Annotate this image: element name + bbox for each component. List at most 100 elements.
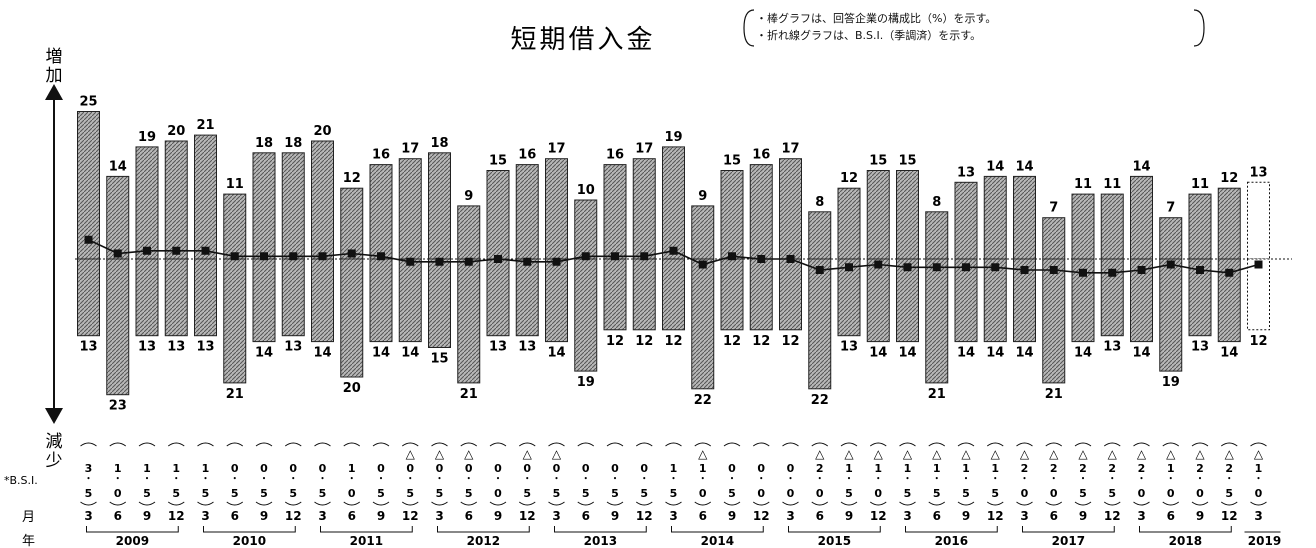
bar-decrease-label: 14 [986,346,1004,361]
bar-decrease [603,258,627,331]
bsi-dot: ・ [815,474,825,485]
year-label: 2011 [350,534,383,548]
bsi-dot: ・ [844,474,854,485]
bsi-decimal: 5 [1225,487,1233,500]
bsi-bracket-bottom [1103,501,1121,506]
bar-decrease-label: 12 [635,334,653,349]
bar-increase-label: 11 [1074,177,1092,192]
bar-decrease [281,258,305,337]
bsi-decimal: 5 [904,487,912,500]
bsi-integer: 1 [143,462,151,475]
bsi-integer: 1 [114,462,122,475]
month-label: 9 [845,509,853,523]
bsi-decimal: 0 [1167,487,1175,500]
bsi-dot: ・ [552,474,562,485]
bar-decrease-label: 14 [957,346,975,361]
bsi-dot: ・ [230,474,240,485]
bsi-bracket-bottom [840,501,858,506]
bsi-point [260,252,268,261]
bsi-dot: ・ [756,474,766,485]
y-top-label-char: 増 [46,47,63,67]
bsi-decimal: 5 [845,487,853,500]
bsi-bracket-top [986,442,1004,447]
bsi-integer: 0 [757,462,765,475]
bar-increase-label: 12 [840,171,858,186]
bar-decrease [340,258,364,378]
bsi-bracket-top [255,442,273,447]
bsi-dot: ・ [1020,474,1030,485]
bsi-negative-mark: △ [1254,447,1264,461]
bsi-bracket-bottom [1191,501,1209,506]
bar-increase-label: 17 [547,142,565,157]
bsi-bracket-top [226,442,244,447]
bsi-point [962,263,970,272]
bar-decrease [486,258,510,337]
bsi-bracket-top [489,442,507,447]
bsi-bracket-top [694,442,712,447]
bar-increase [749,164,773,260]
bsi-bracket-top [606,442,624,447]
bar-decrease [1130,258,1153,343]
year-label: 2009 [116,534,149,548]
bar-decrease [252,258,276,343]
bsi-decimal: 5 [553,487,561,500]
bsi-bracket-top [167,442,185,447]
bsi-point [698,260,707,269]
bsi-dot: ・ [1137,474,1147,485]
bar-increase [135,146,159,260]
bar-increase [428,152,451,260]
bsi-point [84,235,93,244]
bsi-bracket-bottom [1133,501,1150,506]
bar-decrease-label: 22 [694,393,712,408]
bsi-point [552,257,561,266]
month-label: 6 [231,509,239,523]
bsi-bracket-top [343,442,361,447]
bsi-dot: ・ [669,474,679,485]
bsi-point [757,255,766,263]
bsi-bracket-top [548,442,565,447]
bsi-integer: 2 [1021,462,1029,475]
bsi-decimal: 0 [757,487,765,500]
bsi-bracket-bottom [518,501,536,506]
bsi-decimal: 0 [494,487,502,500]
bar-decrease [1013,258,1036,343]
bsi-integer: 2 [1225,462,1233,475]
bsi-point [1137,266,1146,274]
bar-increase-label: 20 [313,124,331,139]
bsi-integer: 0 [406,462,414,475]
bsi-dot: ・ [288,474,298,485]
bar-decrease [428,258,451,348]
bsi-integer: 1 [845,462,853,475]
month-label: 6 [1050,509,1058,523]
month-label: 9 [728,509,736,523]
bar-increase [896,170,919,260]
bsi-bracket-bottom [314,501,331,506]
bar-decrease-label: 13 [138,340,156,355]
bsi-negative-mark: △ [874,447,884,461]
bsi-point [1254,260,1263,269]
month-label: 12 [1104,509,1121,523]
bar-decrease-label: 12 [781,334,799,349]
bar-decrease-label: 12 [752,334,770,349]
bar-increase-label: 8 [932,195,941,210]
month-label: 12 [753,509,770,523]
bsi-bracket-bottom [460,501,478,506]
bsi-bracket-bottom [343,501,361,506]
bar-decrease-label: 20 [343,381,361,396]
bsi-integer: 0 [523,462,531,475]
bsi-dot: ・ [873,474,883,485]
bar-increase [486,170,510,260]
bsi-bracket-bottom [957,501,975,506]
month-label: 12 [285,509,302,523]
bsi-bracket-top [782,442,799,447]
month-label: 12 [870,509,887,523]
year-bracket [788,526,881,533]
bsi-bracket-bottom [109,501,127,506]
year-bracket [320,526,413,533]
bsi-bracket-top [928,442,946,447]
bsi-decimal: 5 [465,487,473,500]
bsi-integer: 1 [1167,462,1175,475]
bar-decrease-label: 14 [401,346,419,361]
month-label: 6 [816,509,824,523]
bsi-point [377,252,385,261]
